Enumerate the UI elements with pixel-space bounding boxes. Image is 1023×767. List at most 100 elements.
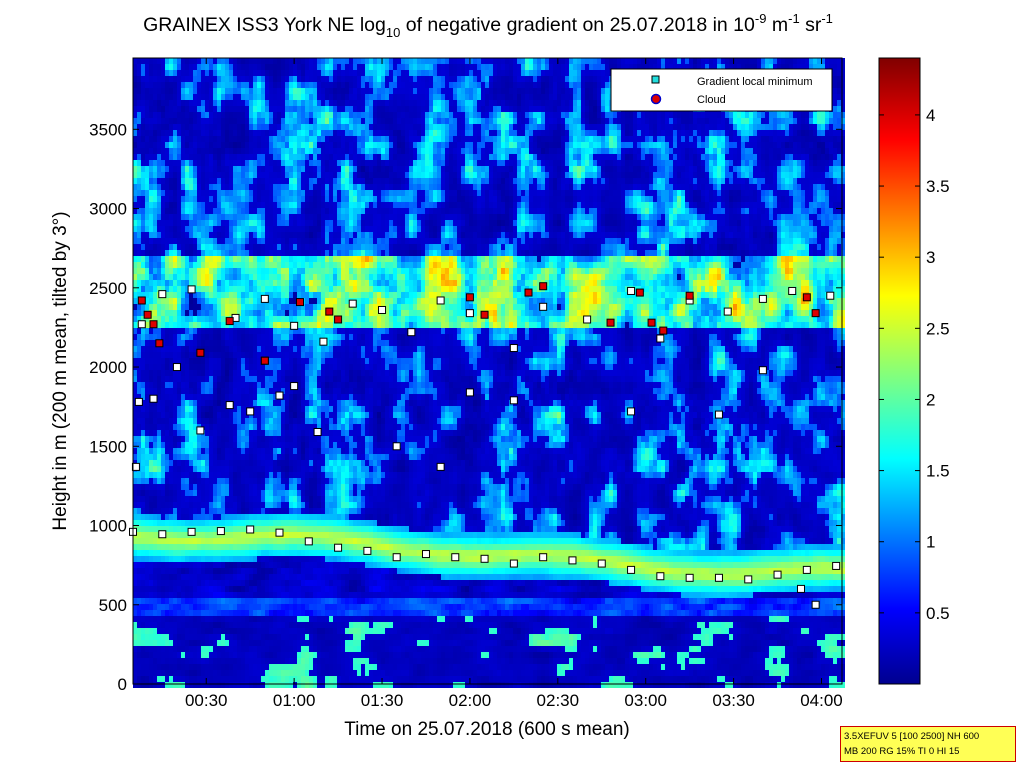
gradient-minimum-point xyxy=(802,565,811,574)
gradient-minimum-point xyxy=(319,337,328,346)
gradient-minimum-point xyxy=(480,554,489,563)
gradient-minimum-point xyxy=(627,565,636,574)
gradient-minimum-point xyxy=(187,527,196,536)
gradient-minimum-point xyxy=(758,294,767,303)
legend-label-gradient-min: Gradient local minimum xyxy=(697,76,813,88)
cloud-point xyxy=(334,315,343,324)
colorbar-tick-label: 4 xyxy=(926,106,935,125)
gradient-minimum-point xyxy=(275,528,284,537)
gradient-minimum-point xyxy=(158,530,167,539)
cloud-point xyxy=(480,310,489,319)
gradient-minimum-point xyxy=(714,410,723,419)
gradient-minimum-point xyxy=(363,546,372,555)
gradient-minimum-point xyxy=(137,320,146,329)
gradient-minimum-point xyxy=(509,396,518,405)
colorbar-tick-label: 1.5 xyxy=(926,462,950,481)
chart-title: GRAINEX ISS3 York NE log10 of negative g… xyxy=(143,11,833,40)
colorbar-tick-label: 2 xyxy=(926,390,935,409)
y-tick-label: 0 xyxy=(118,675,127,694)
cloud-point xyxy=(539,282,548,291)
x-tick-label: 01:00 xyxy=(273,691,316,710)
gradient-minimum-point xyxy=(465,388,474,397)
legend-label-cloud: Cloud xyxy=(697,94,726,106)
heatmap-plot-area xyxy=(133,58,845,688)
colorbar-tick-label: 0.5 xyxy=(926,604,950,623)
y-axis-label: Height in m (200 m mean, tilted by 3°) xyxy=(50,211,71,530)
gradient-minimum-point xyxy=(246,407,255,416)
cloud-point xyxy=(685,291,694,300)
title-mid3: sr xyxy=(800,14,822,36)
gradient-minimum-point xyxy=(509,559,518,568)
title-mid2: m xyxy=(766,14,788,36)
gradient-minimum-point xyxy=(225,401,234,410)
title-mid: of negative gradient on 25.07.2018 in 10 xyxy=(400,14,755,36)
colorbar-tick-label: 2.5 xyxy=(926,319,950,338)
x-tick-label: 02:30 xyxy=(537,691,580,710)
legend-box xyxy=(610,68,833,112)
y-axis: 0 500 1000 1500 2000 2500 3000 3500 xyxy=(89,120,842,694)
gradient-minimum-point xyxy=(583,315,592,324)
gradient-minimum-point xyxy=(773,570,782,579)
colorbar-tick-label: 3.5 xyxy=(926,177,950,196)
cloud-point xyxy=(295,298,304,307)
x-axis: 00:30 01:00 01:30 02:00 02:30 03:00 03:30 04:00 xyxy=(185,58,843,710)
cloud-point xyxy=(635,288,644,297)
gradient-minimum-point xyxy=(436,296,445,305)
cloud-point xyxy=(647,318,656,327)
gradient-minimum-point xyxy=(407,328,416,337)
info-line-1: 3.5XEFUV 5 [100 2500] NH 600 xyxy=(844,731,980,742)
gradient-minimum-point xyxy=(656,572,665,581)
gradient-minimum-point xyxy=(627,286,636,295)
gradient-minimum-point xyxy=(826,291,835,300)
title-sup2: -1 xyxy=(788,11,800,26)
gradient-minimum-point xyxy=(788,286,797,295)
x-tick-label: 04:00 xyxy=(800,691,843,710)
gradient-minimum-point xyxy=(656,334,665,343)
gradient-minimum-point xyxy=(275,391,284,400)
colorbar-tick-label: 3 xyxy=(926,248,935,267)
cloud-point xyxy=(802,293,811,302)
plot-frame xyxy=(132,57,843,685)
cloud-point xyxy=(465,293,474,302)
gradient-minimum-point xyxy=(465,309,474,318)
cloud-point xyxy=(606,318,615,327)
gradient-minimum-point xyxy=(744,575,753,584)
cloud-point xyxy=(143,310,152,319)
gradient-minimum-point xyxy=(685,573,694,582)
y-tick-label: 1500 xyxy=(89,437,127,456)
cloud-point xyxy=(225,317,234,326)
cloud-point xyxy=(155,339,164,348)
gradient-minimum-point xyxy=(796,584,805,593)
y-tick-label: 2000 xyxy=(89,358,127,377)
title-sup1: -9 xyxy=(755,11,767,26)
gradient-minimum-point xyxy=(714,573,723,582)
cloud-point xyxy=(659,326,668,335)
gradient-minimum-point xyxy=(421,550,430,559)
title-pre: GRAINEX ISS3 York NE log xyxy=(143,14,386,36)
gradient-minimum-point xyxy=(392,442,401,451)
x-tick-label: 03:00 xyxy=(624,691,667,710)
cloud-point xyxy=(811,309,820,318)
title-sub: 10 xyxy=(386,25,400,40)
gradient-minimum-point xyxy=(246,525,255,534)
gradient-minimum-point xyxy=(811,600,820,609)
y-tick-label: 3000 xyxy=(89,200,127,219)
legend: Gradient local minimum Cloud xyxy=(610,68,833,112)
colorbar-ticks: 0.5 1 1.5 2 2.5 3 3.5 4 xyxy=(879,106,950,623)
gradient-minimum-point xyxy=(158,290,167,299)
gradient-minimum-point xyxy=(260,294,269,303)
x-axis-label: Time on 25.07.2018 (600 s mean) xyxy=(344,719,630,740)
gradient-minimum-point xyxy=(392,553,401,562)
gradient-minimum-point xyxy=(436,462,445,471)
x-tick-label: 02:00 xyxy=(449,691,492,710)
cloud-point xyxy=(149,320,158,329)
y-tick-label: 3500 xyxy=(89,120,127,139)
gradient-minimum-point xyxy=(196,426,205,435)
gradient-minimum-point xyxy=(290,321,299,330)
cloud-point xyxy=(260,356,269,365)
gradient-minimum-point xyxy=(134,397,143,406)
legend-marker-gradient-min xyxy=(651,75,660,84)
gradient-minimum-point xyxy=(509,344,518,353)
gradient-minimum-point xyxy=(149,394,158,403)
